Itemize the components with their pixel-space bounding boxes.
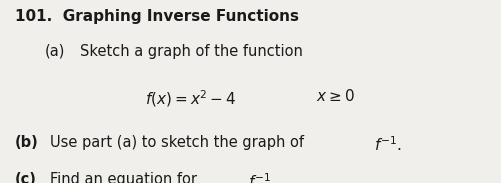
Text: (a): (a) <box>45 44 66 59</box>
Text: Find an equation for: Find an equation for <box>50 172 201 183</box>
Text: $x \geq 0$: $x \geq 0$ <box>316 88 354 104</box>
Text: (c): (c) <box>15 172 37 183</box>
Text: $f^{-1}.$: $f^{-1}.$ <box>373 135 401 154</box>
Text: (b): (b) <box>15 135 39 150</box>
Text: $f(x) = x^2 - 4$: $f(x) = x^2 - 4$ <box>145 88 236 109</box>
Text: Sketch a graph of the function: Sketch a graph of the function <box>80 44 303 59</box>
Text: Use part (a) to sketch the graph of: Use part (a) to sketch the graph of <box>50 135 308 150</box>
Text: 101.  Graphing Inverse Functions: 101. Graphing Inverse Functions <box>15 9 299 24</box>
Text: $f^{-1}.$: $f^{-1}.$ <box>248 172 276 183</box>
